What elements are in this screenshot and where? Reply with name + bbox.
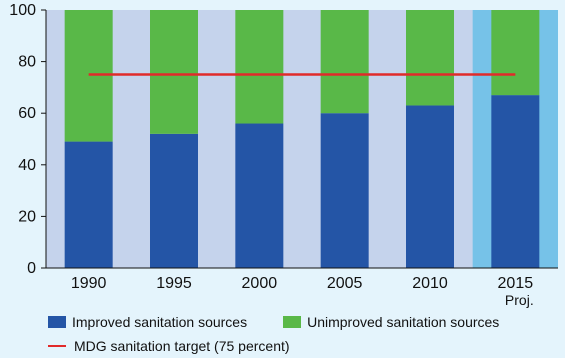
x-tick-label-1990: 1990	[71, 275, 107, 292]
x-tick-label-2000: 2000	[242, 275, 278, 292]
legend-swatch-target	[48, 345, 66, 347]
x-tick-label-2005: 2005	[327, 275, 363, 292]
legend-label-target: MDG sanitation target (75 percent)	[74, 338, 290, 354]
bar-unimproved-2000	[235, 10, 284, 124]
bar-unimproved-2015	[491, 10, 540, 96]
legend-label-unimproved: Unimproved sanitation sources	[307, 314, 500, 330]
x-tick-label-1995: 1995	[156, 275, 192, 292]
bar-unimproved-1995	[150, 10, 198, 134]
bar-improved-2005	[320, 113, 369, 268]
x-tick-label-2010: 2010	[412, 275, 448, 292]
legend-swatch-improved	[48, 316, 66, 328]
bar-improved-2010	[406, 105, 454, 269]
legend-row-series: Improved sanitation sources Unimproved s…	[48, 312, 558, 332]
bar-improved-2000	[235, 123, 284, 269]
y-tick-label-60: 60	[18, 105, 36, 122]
legend-label-improved: Improved sanitation sources	[72, 314, 248, 330]
x-tick-sublabel-2015: Proj.	[505, 292, 534, 308]
bar-improved-2015	[491, 95, 540, 268]
y-tick-label-0: 0	[27, 260, 36, 277]
y-tick-label-80: 80	[18, 54, 36, 71]
bar-improved-1990	[64, 141, 113, 268]
bar-improved-1995	[150, 133, 198, 268]
legend-item-improved: Improved sanitation sources	[48, 314, 247, 330]
legend-item-unimproved: Unimproved sanitation sources	[283, 314, 499, 330]
legend: Improved sanitation sources Unimproved s…	[48, 312, 558, 356]
legend-swatch-unimproved	[283, 316, 302, 328]
y-tick-label-20: 20	[18, 208, 36, 225]
x-tick-label-2015: 2015	[498, 275, 534, 292]
y-tick-label-100: 100	[9, 2, 36, 19]
legend-item-target: MDG sanitation target (75 percent)	[48, 338, 290, 354]
legend-row-target: MDG sanitation target (75 percent)	[48, 336, 558, 356]
stacked-bar-chart: 0 20 40 60 80 100 1990 1995 2000 2005 2010 2015Proj…	[9, 2, 558, 308]
bar-unimproved-2010	[406, 10, 454, 106]
bar-unimproved-1990	[64, 10, 113, 142]
bar-unimproved-2005	[320, 10, 369, 114]
y-tick-label-40: 40	[18, 157, 36, 174]
